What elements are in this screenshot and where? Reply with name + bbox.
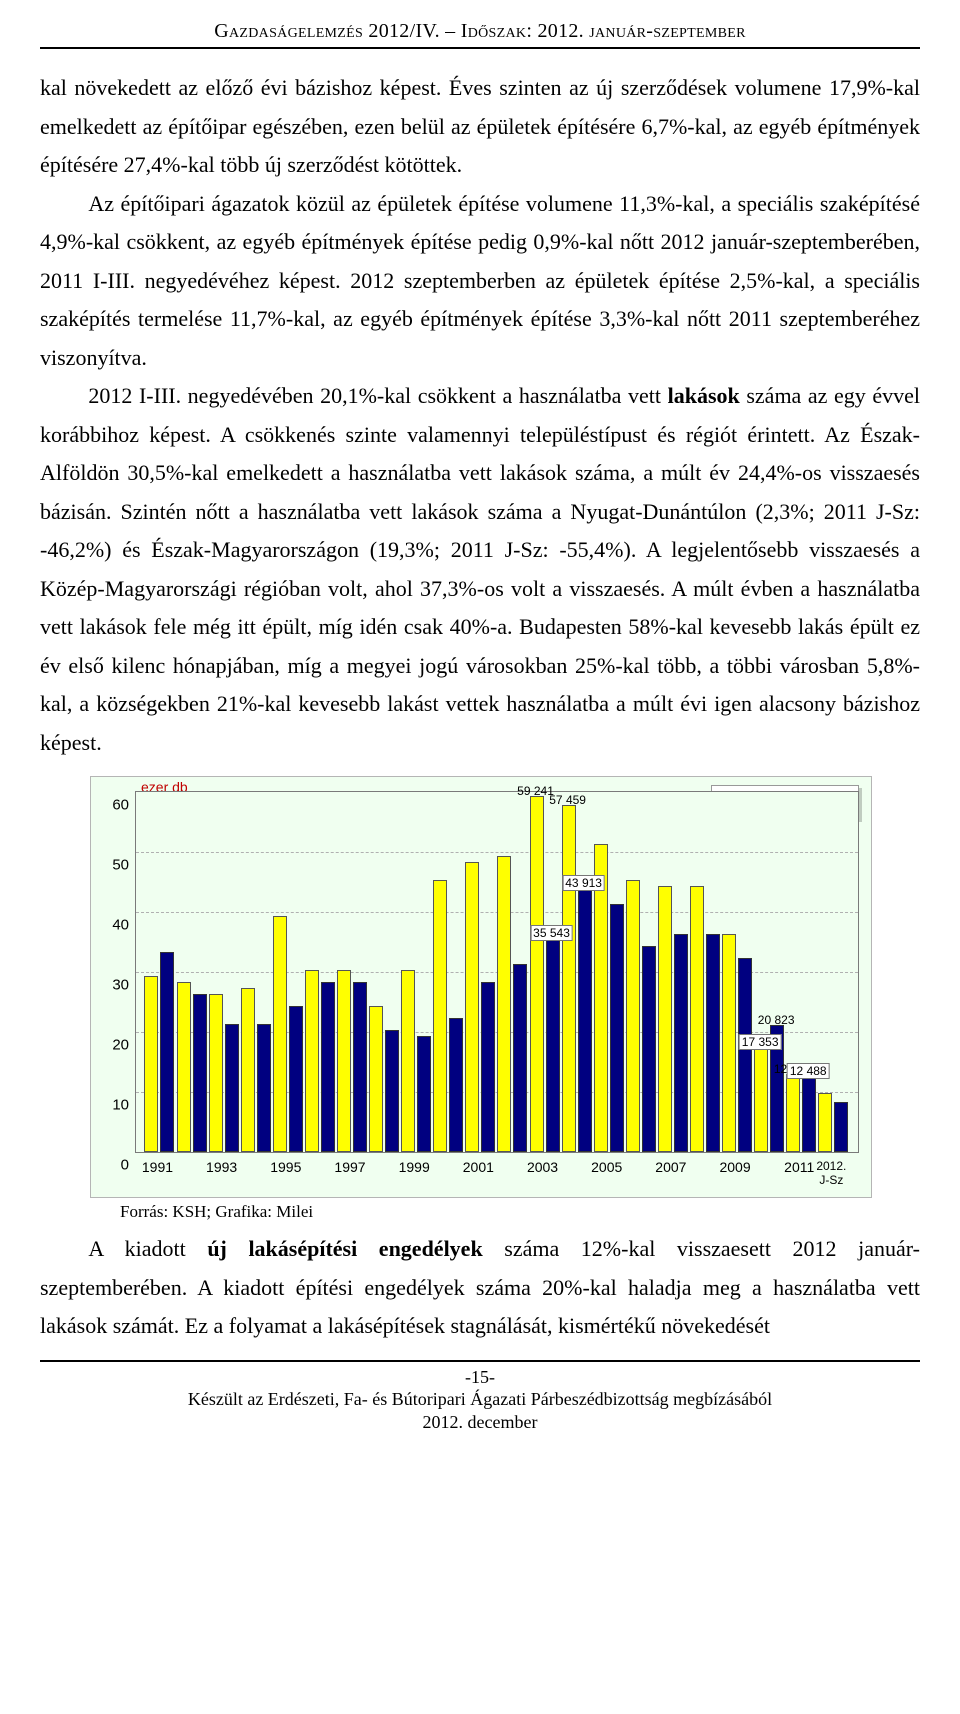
paragraph: 2012 I-III. negyedévében 20,1%-kal csökk… <box>40 377 920 762</box>
footer-line: 2012. december <box>40 1411 920 1434</box>
housing-chart: ezer db Lakásépítés Kiadott lakásépítési… <box>90 776 872 1198</box>
page-header: Gazdaságelemzés 2012/IV. – Időszak: 2012… <box>40 20 920 49</box>
paragraph: A kiadott új lakásépítési engedélyek szá… <box>40 1230 920 1346</box>
chart-source: Forrás: KSH; Grafika: Milei <box>120 1202 870 1222</box>
paragraph: kal növekedett az előző évi bázishoz kép… <box>40 69 920 185</box>
paragraph: Az építőipari ágazatok közül az épületek… <box>40 185 920 378</box>
page-footer: -15- Készült az Erdészeti, Fa- és Bútori… <box>40 1360 920 1434</box>
after-chart-text: A kiadott új lakásépítési engedélyek szá… <box>40 1230 920 1346</box>
main-text: kal növekedett az előző évi bázishoz kép… <box>40 69 920 762</box>
page-number: -15- <box>40 1366 920 1389</box>
footer-line: Készült az Erdészeti, Fa- és Bútoripari … <box>40 1388 920 1411</box>
